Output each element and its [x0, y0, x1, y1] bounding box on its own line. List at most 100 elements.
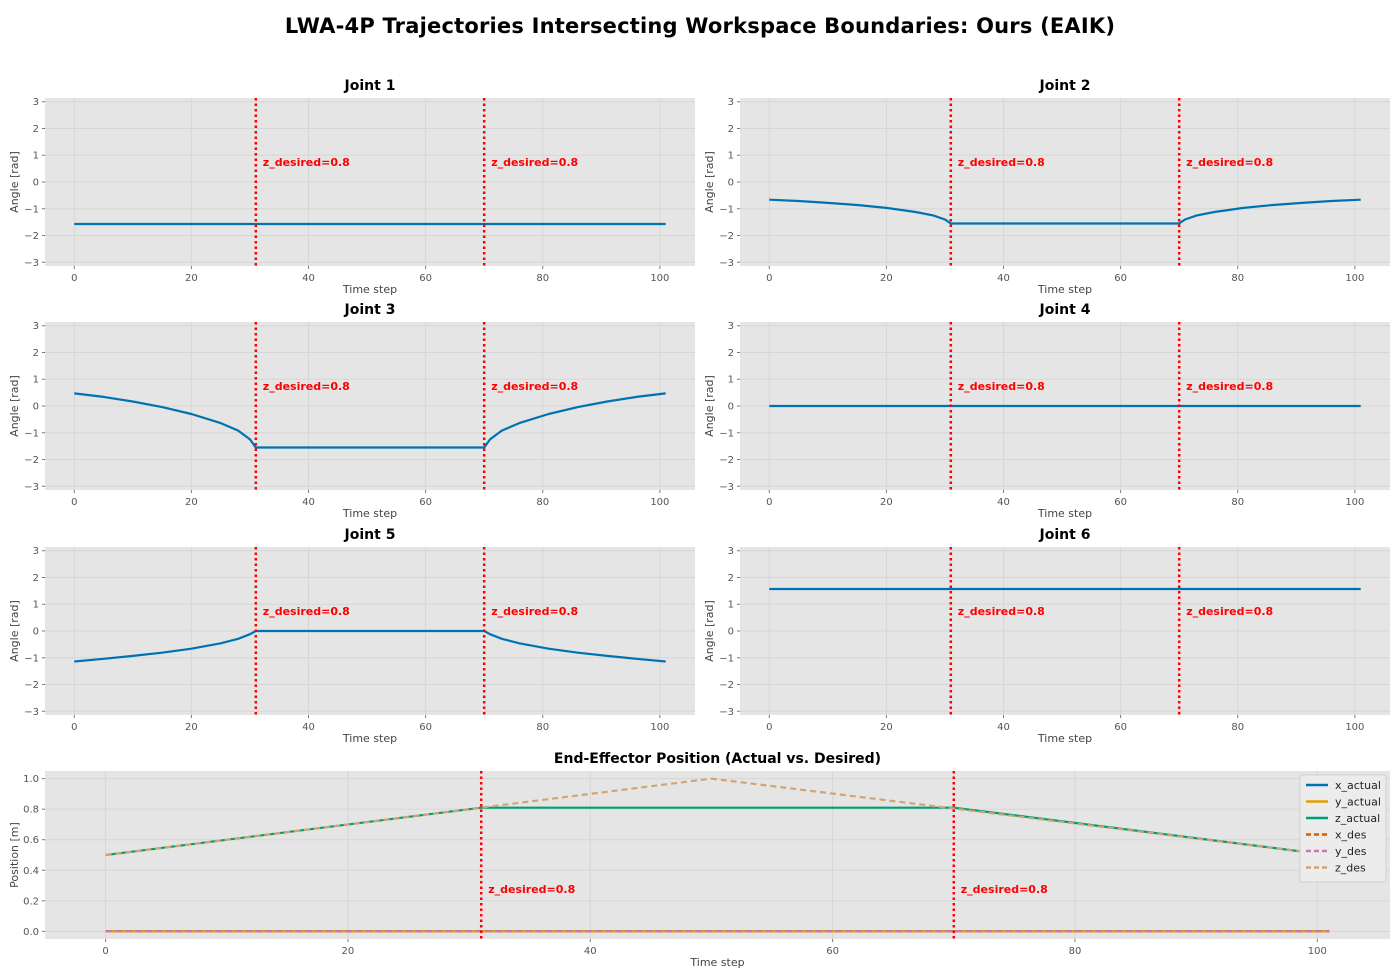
- x-tick-label: 40: [584, 946, 597, 957]
- subplot-title: Joint 1: [344, 78, 396, 94]
- x-axis-label: Time step: [342, 283, 397, 296]
- series-line: [74, 629, 666, 663]
- subplot-title: Joint 4: [1039, 302, 1091, 318]
- x-axis-label: Time step: [1037, 732, 1092, 745]
- x-tick-label: 100: [650, 497, 669, 508]
- y-tick-label: −2: [719, 455, 734, 466]
- y-tick-label: −1: [24, 204, 39, 215]
- boundary-label: z_desired=0.8: [263, 156, 350, 169]
- x-tick-label: 0: [766, 497, 772, 508]
- subplot-4: 0 20 40 60 80 100 −3 −2 −1 0 1 2 3 Joint 4 Time step An…: [703, 302, 1390, 520]
- plot-area: [45, 771, 1390, 939]
- subplot-7: 0 20 40 60 80 100 0.0 0.2 0.4 0.6 0.8 1.0 End-Effect…: [8, 751, 1390, 969]
- figure-title: LWA-4P Trajectories Intersecting Workspa…: [284, 14, 1116, 38]
- subplot-2: 0 20 40 60 80 100 −3 −2 −1 0 1 2 3 Joint 2 Time step An…: [703, 78, 1390, 296]
- x-axis-label: Time step: [689, 956, 744, 969]
- y-tick-label: 3: [33, 97, 39, 108]
- x-tick-label: 80: [1069, 946, 1082, 957]
- boundary-label: z_desired=0.8: [491, 605, 578, 618]
- x-tick-label: 40: [997, 722, 1010, 733]
- y-tick-label: 3: [728, 321, 734, 332]
- y-tick-label: 0.2: [23, 896, 39, 907]
- subplot-title: Joint 2: [1039, 78, 1091, 94]
- x-tick-label: 20: [880, 497, 893, 508]
- y-tick-label: 2: [728, 348, 734, 359]
- y-axis-label: Angle [rad]: [703, 151, 716, 213]
- y-tick-label: −3: [24, 258, 39, 269]
- legend-entry: y_actual: [1335, 796, 1381, 809]
- y-axis-label: Angle [rad]: [703, 600, 716, 662]
- x-tick-label: 80: [536, 273, 549, 284]
- series-line-z_des: [105, 777, 1330, 857]
- x-tick-label: 20: [342, 946, 355, 957]
- y-tick-label: 2: [33, 573, 39, 584]
- boundary-label: z_desired=0.8: [961, 883, 1048, 896]
- boundary-label: z_desired=0.8: [958, 156, 1045, 169]
- y-tick-label: 2: [33, 348, 39, 359]
- y-tick-label: 2: [728, 124, 734, 135]
- legend-entry: y_des: [1335, 845, 1367, 858]
- y-tick-label: 0.6: [23, 835, 39, 846]
- y-axis-label: Angle [rad]: [8, 375, 21, 437]
- y-tick-label: 1: [728, 600, 734, 611]
- boundary-label: z_desired=0.8: [491, 380, 578, 393]
- y-tick-label: 0: [33, 402, 39, 413]
- y-axis-label: Angle [rad]: [8, 151, 21, 213]
- boundary-label: z_desired=0.8: [263, 605, 350, 618]
- boundary-label: z_desired=0.8: [958, 605, 1045, 618]
- y-tick-label: 0: [728, 627, 734, 638]
- y-axis-label: Angle [rad]: [703, 375, 716, 437]
- y-tick-label: 1: [728, 375, 734, 386]
- subplot-5: 0 20 40 60 80 100 −3 −2 −1 0 1 2 3 Joint 5 Time step An…: [8, 527, 695, 745]
- x-tick-label: 60: [1114, 722, 1127, 733]
- x-tick-label: 80: [536, 722, 549, 733]
- x-tick-label: 40: [302, 497, 315, 508]
- x-tick-label: 100: [1308, 946, 1327, 957]
- legend-entry: z_actual: [1335, 812, 1380, 825]
- x-tick-label: 60: [419, 273, 432, 284]
- x-tick-label: 80: [1231, 722, 1244, 733]
- y-tick-label: −3: [24, 707, 39, 718]
- x-tick-label: 40: [997, 497, 1010, 508]
- subplot-1: 0 20 40 60 80 100 −3 −2 −1 0 1 2 3 Joint 1 Time step An…: [8, 78, 695, 296]
- x-tick-label: 100: [1345, 722, 1364, 733]
- y-tick-label: −2: [24, 680, 39, 691]
- boundary-label: z_desired=0.8: [958, 380, 1045, 393]
- x-tick-label: 60: [1114, 497, 1127, 508]
- y-tick-label: 0: [728, 402, 734, 413]
- series-line: [769, 198, 1361, 225]
- y-tick-label: 0: [33, 178, 39, 189]
- y-axis-label: Angle [rad]: [8, 600, 21, 662]
- y-tick-label: −1: [719, 428, 734, 439]
- y-tick-label: 0.8: [23, 805, 39, 816]
- x-tick-label: 80: [1231, 273, 1244, 284]
- y-axis-label: Position [m]: [8, 822, 21, 888]
- y-tick-label: 0: [728, 178, 734, 189]
- x-tick-label: 100: [650, 273, 669, 284]
- x-tick-label: 20: [185, 273, 198, 284]
- x-tick-label: 100: [1345, 273, 1364, 284]
- legend-entry: z_des: [1335, 862, 1366, 875]
- x-tick-label: 20: [185, 722, 198, 733]
- boundary-label: z_desired=0.8: [491, 156, 578, 169]
- y-tick-label: 3: [728, 546, 734, 557]
- subplot-6: 0 20 40 60 80 100 −3 −2 −1 0 1 2 3 Joint 6 Time step An…: [703, 527, 1390, 745]
- y-tick-label: −2: [719, 231, 734, 242]
- y-tick-label: −1: [24, 653, 39, 664]
- y-tick-label: 0: [33, 627, 39, 638]
- x-tick-label: 60: [419, 497, 432, 508]
- y-tick-label: −2: [719, 680, 734, 691]
- x-tick-label: 0: [766, 273, 772, 284]
- x-tick-label: 40: [302, 273, 315, 284]
- y-tick-label: −1: [24, 428, 39, 439]
- subplot-title: Joint 3: [344, 302, 396, 318]
- x-tick-label: 40: [302, 722, 315, 733]
- x-axis-label: Time step: [1037, 507, 1092, 520]
- boundary-label: z_desired=0.8: [1186, 605, 1273, 618]
- y-tick-label: 3: [33, 546, 39, 557]
- legend: x_actual y_actual z_actual x_des y_des z_des: [1299, 774, 1387, 883]
- subplot-3: 0 20 40 60 80 100 −3 −2 −1 0 1 2 3 Joint 3 Time step An…: [8, 302, 695, 520]
- y-tick-label: 1: [33, 375, 39, 386]
- x-tick-label: 100: [1345, 497, 1364, 508]
